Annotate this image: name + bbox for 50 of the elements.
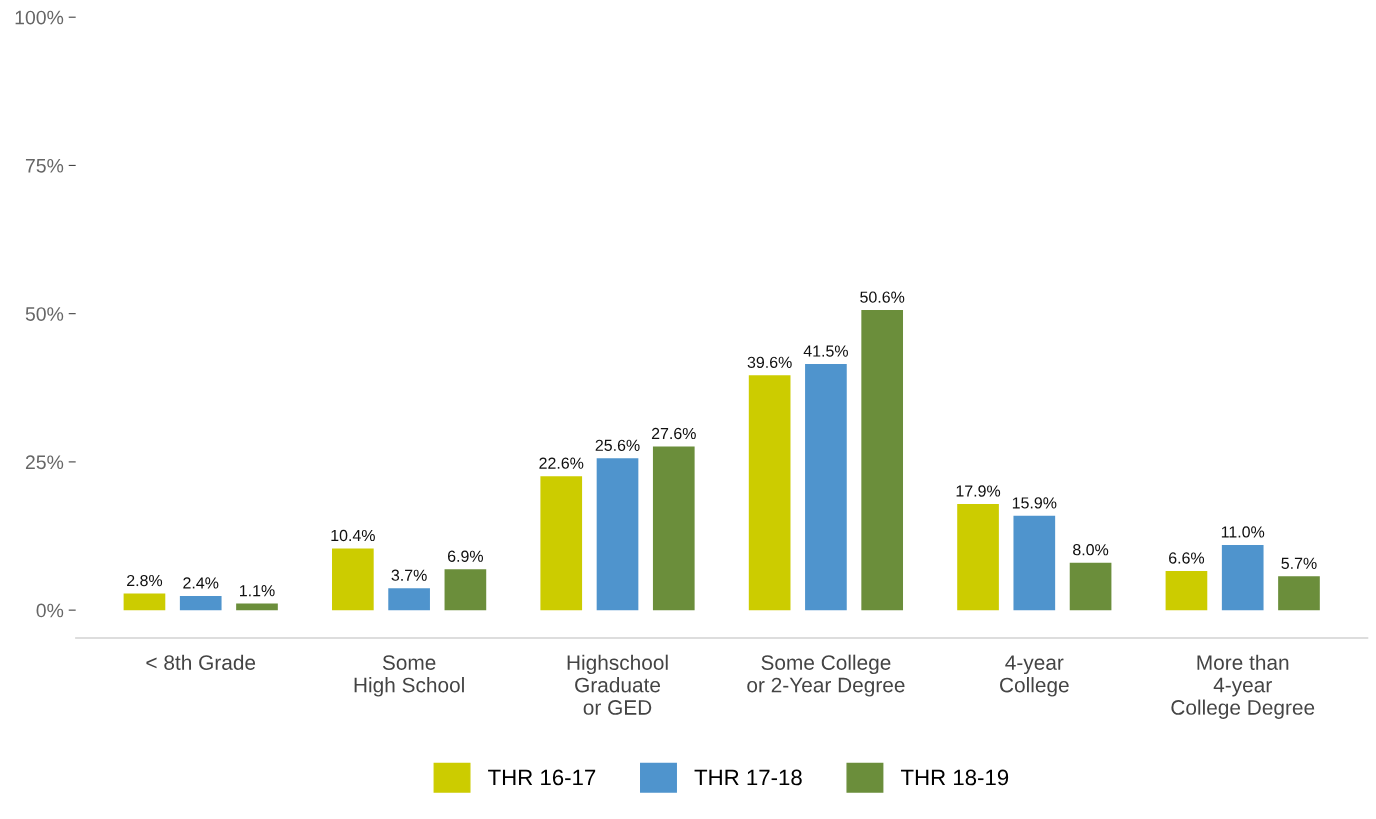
x-tick-label: 4-year College xyxy=(1000,655,1069,697)
legend-label: THR 16-17 xyxy=(488,769,596,786)
bar xyxy=(957,504,999,611)
data-label: 39.6% xyxy=(747,356,792,369)
bar xyxy=(1221,544,1264,611)
x-tick-label: More than 4-year College Degree xyxy=(1171,654,1315,719)
bar xyxy=(388,588,430,611)
bar xyxy=(596,458,639,611)
y-tick-label: 0% xyxy=(36,603,64,618)
data-label: 1.1% xyxy=(240,585,275,597)
y-tick-label: 25% xyxy=(25,455,64,470)
legend-label: THR 18-19 xyxy=(900,769,1009,786)
bar xyxy=(861,310,904,611)
bar xyxy=(332,548,374,611)
data-label: 6.6% xyxy=(1169,552,1205,564)
data-label: 11.0% xyxy=(1221,526,1265,538)
data-label: 8.0% xyxy=(1073,544,1109,556)
data-label: 15.9% xyxy=(1012,497,1057,509)
legend-label: THR 17-18 xyxy=(694,769,802,786)
bar xyxy=(179,595,222,611)
y-tick-label: 75% xyxy=(25,158,64,173)
bar xyxy=(748,375,791,611)
data-label: 2.4% xyxy=(183,577,219,589)
data-label: 5.7% xyxy=(1281,557,1317,570)
bar xyxy=(1069,562,1112,611)
data-label: 3.7% xyxy=(391,569,427,581)
bar xyxy=(123,593,166,611)
data-label: 22.6% xyxy=(539,457,584,469)
data-label: 41.5% xyxy=(803,345,848,357)
bar xyxy=(1278,576,1320,611)
x-tick-label: Highschool Graduate or GED xyxy=(567,654,668,715)
bar xyxy=(540,476,583,611)
data-label: 25.6% xyxy=(595,439,640,452)
data-label: 17.9% xyxy=(956,485,1001,497)
data-label: 6.9% xyxy=(447,550,484,562)
data-label: 27.6% xyxy=(651,427,696,440)
x-tick-label: Some College or 2-Year Degree xyxy=(747,654,905,697)
bar xyxy=(1013,515,1056,611)
bar xyxy=(236,603,278,611)
data-label: 50.6% xyxy=(860,291,905,303)
data-label: 2.8% xyxy=(127,574,163,587)
x-tick-label: Some High School xyxy=(354,655,464,697)
bar xyxy=(444,569,487,611)
y-tick-label: 50% xyxy=(25,307,64,321)
bar xyxy=(652,446,695,611)
bar xyxy=(805,364,847,611)
data-label: 10.4% xyxy=(331,529,375,542)
x-tick-label: < 8th Grade xyxy=(146,654,256,670)
y-tick-label: 100% xyxy=(15,10,64,25)
bar xyxy=(1165,571,1208,611)
